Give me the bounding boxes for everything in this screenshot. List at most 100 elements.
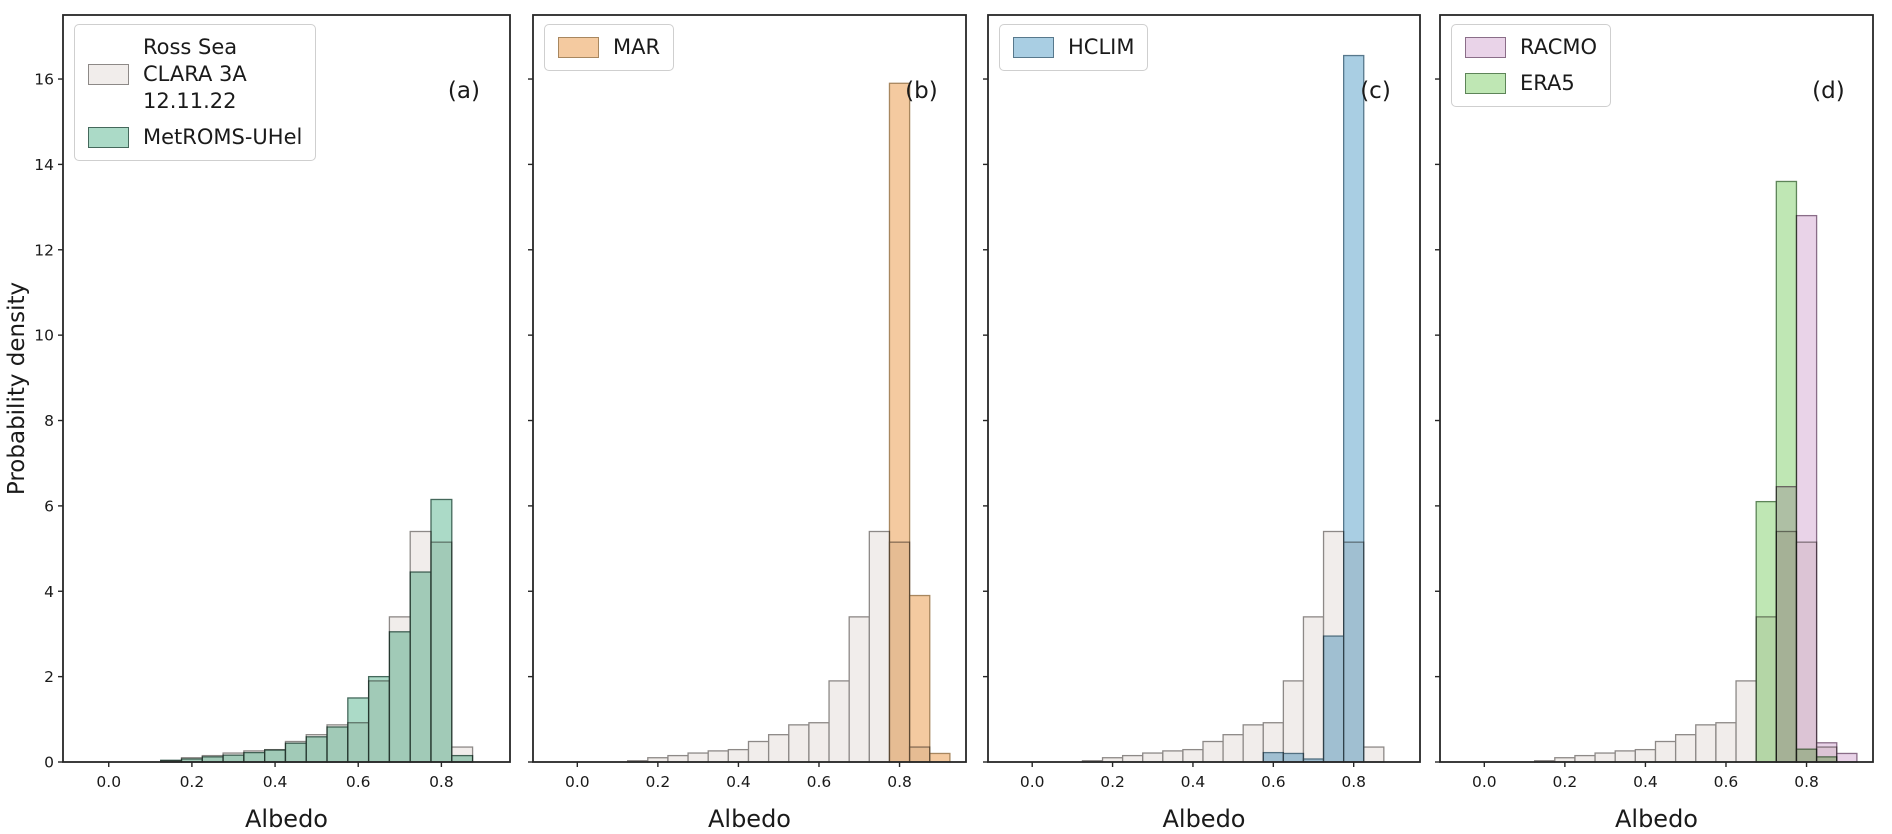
y-axis-label: Probability density (4, 282, 30, 495)
histogram-bar (767, 734, 790, 763)
histogram-bar (222, 754, 245, 763)
histogram-bar (1594, 752, 1616, 763)
plot-border (532, 14, 967, 763)
histogram-bar (808, 722, 830, 763)
x-tick-label: 0.4 (1181, 773, 1206, 791)
y-tick-label: 14 (34, 156, 54, 174)
panel-c: 0.0 0.2 0.4 0.6 0.8 Albedo (c) (983, 14, 1421, 833)
x-axis-label: Albedo (708, 805, 791, 833)
histogram-bar (1634, 748, 1657, 763)
histogram-bar (367, 675, 391, 763)
y-tick-label: 12 (34, 241, 54, 259)
histogram-bar (1242, 724, 1264, 763)
x-tick-label: 0.0 (96, 773, 121, 791)
x-tick-label: 0.6 (807, 773, 832, 791)
histogram-bar (687, 752, 709, 763)
x-tick-label: 0.2 (1553, 773, 1578, 791)
histogram-bar (1202, 740, 1224, 763)
x-tick-label: 0.6 (346, 773, 371, 791)
histogram-bar (1322, 635, 1345, 763)
histogram-bar (1262, 751, 1285, 763)
histogram-bar (430, 498, 453, 763)
histogram-bar (1614, 750, 1636, 763)
x-axis-label: Albedo (245, 805, 328, 833)
histogram-bar (388, 631, 411, 763)
x-tick-label: 0.2 (646, 773, 671, 791)
x-tick-label: 0.8 (1794, 773, 1819, 791)
histogram-bar (1282, 752, 1305, 763)
x-tick-label: 0.8 (1341, 773, 1366, 791)
x-tick-label: 0.8 (429, 773, 454, 791)
x-tick-label: 0.4 (263, 773, 288, 791)
histogram-bar (1735, 680, 1757, 763)
x-tick-label: 0.8 (887, 773, 912, 791)
histogram-bar (929, 752, 951, 763)
histogram-bar (1755, 500, 1777, 763)
panel-letter: (d) (1812, 78, 1845, 104)
series-bars-metroms-uhel (160, 498, 474, 763)
histogram-bar (1302, 616, 1325, 763)
plot-border (62, 14, 511, 763)
histogram-bar (788, 724, 810, 763)
y-tick-label: 4 (44, 583, 54, 601)
plot-border (1439, 14, 1874, 763)
panel-letter: (b) (905, 78, 938, 104)
histogram-bar (1795, 214, 1818, 763)
x-tick-label: 0.6 (1261, 773, 1286, 791)
histogram-bar (1222, 734, 1244, 763)
histogram-bar (243, 751, 266, 763)
histogram-bar (1574, 754, 1596, 763)
y-tick-label: 6 (44, 497, 54, 515)
histogram-bar (409, 571, 432, 763)
histogram-bar (747, 740, 770, 763)
panel-letter: (c) (1360, 78, 1391, 104)
histogram-bar (451, 754, 474, 763)
histogram-bar (264, 749, 287, 763)
histogram-bar (347, 697, 370, 763)
x-tick-label: 0.4 (1633, 773, 1658, 791)
histogram-bar (908, 594, 931, 763)
histogram-bar (1142, 752, 1164, 763)
panel-b: 0.0 0.2 0.4 0.6 0.8 Albedo (b) (528, 14, 967, 833)
x-tick-label: 0.6 (1714, 773, 1739, 791)
panel-d: 0.0 0.2 0.4 0.6 0.8 Albedo (d) (1435, 14, 1874, 833)
series-bars-mar (888, 82, 951, 763)
x-tick-label: 0.0 (1020, 773, 1045, 791)
histogram-bar (1674, 734, 1697, 763)
x-axis-label: Albedo (1615, 805, 1698, 833)
x-tick-label: 0.0 (565, 773, 590, 791)
histogram-bar (1343, 54, 1365, 763)
y-tick-label: 8 (44, 412, 54, 430)
series-bars-era5 (1755, 180, 1838, 763)
x-tick-label: 0.0 (1472, 773, 1497, 791)
x-tick-label: 0.2 (1100, 773, 1125, 791)
histogram-bar (828, 680, 850, 763)
histogram-bar (1162, 750, 1184, 763)
y-tick-label: 2 (44, 668, 54, 686)
histogram-bar (1715, 722, 1737, 763)
histogram-bar (868, 530, 891, 763)
histogram-bar (326, 726, 349, 763)
histogram-bar (1836, 752, 1858, 763)
y-tick-label: 16 (34, 71, 54, 89)
histogram-bar (284, 742, 307, 763)
histogram-bar (1654, 740, 1677, 763)
histogram-bar (848, 616, 870, 763)
series-bars-hclim (1262, 54, 1365, 763)
plot-border (987, 14, 1421, 763)
histogram-bar (1363, 746, 1385, 763)
histogram-bar (888, 82, 911, 763)
x-tick-label: 0.4 (726, 773, 751, 791)
x-axis-label: Albedo (1162, 805, 1245, 833)
histogram-bar (1775, 180, 1798, 763)
histogram-bar (1695, 724, 1717, 763)
x-tick-label: 0.2 (180, 773, 205, 791)
histogram-bar (1121, 754, 1144, 763)
y-tick-label: 10 (34, 327, 54, 345)
histogram-bar (1182, 748, 1204, 763)
histogram-bar (1282, 680, 1305, 763)
histogram-bar (1795, 748, 1818, 763)
panel-letter: (a) (448, 78, 480, 104)
